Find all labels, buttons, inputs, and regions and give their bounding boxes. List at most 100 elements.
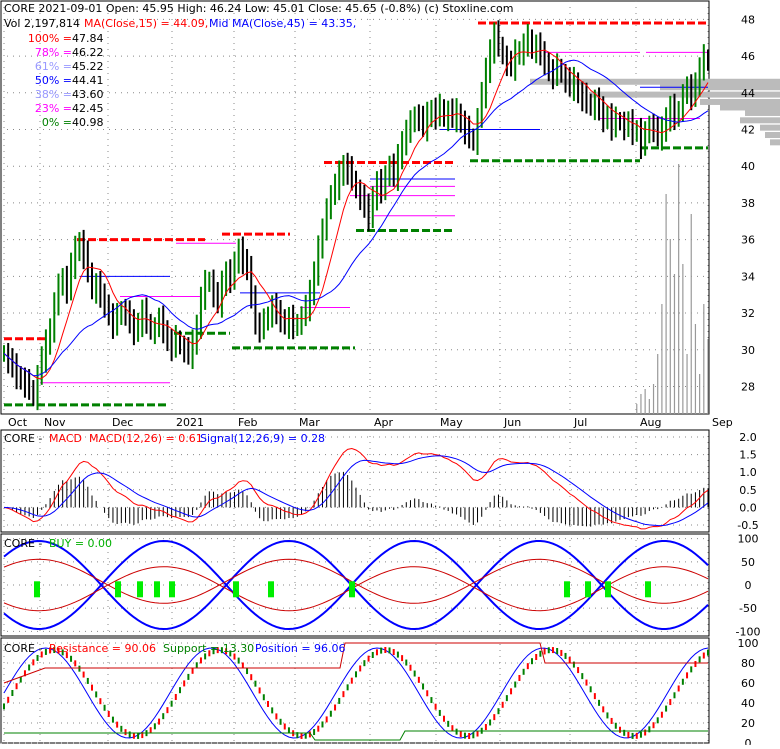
buy-title-symbol: CORE - xyxy=(4,537,42,550)
panel-tick-label: 20 xyxy=(741,717,755,730)
volume-profile-bar xyxy=(765,131,780,138)
fib-level-label: 78% = xyxy=(35,46,72,59)
resistance-title: CORE - Resistance = 90.06 Support = 13.3… xyxy=(4,642,346,655)
buy-legend: BUY = 0.00 xyxy=(49,537,112,550)
buy-signal-marker xyxy=(349,581,355,598)
volume-profile-bar xyxy=(700,98,780,105)
resistance-line xyxy=(3,642,708,684)
x-tick-label: Jun xyxy=(503,416,521,429)
fib-level-label: 50% = xyxy=(35,74,72,87)
macd-legend-macd: MACD(12,26) = 0.61 xyxy=(89,432,203,445)
x-tick-label: Feb xyxy=(238,416,257,429)
price-tick-label: 40 xyxy=(741,160,755,173)
price-tick-label: 30 xyxy=(741,344,755,357)
panel-tick-label: 1.5 xyxy=(739,449,757,462)
panel-tick-label: 100 xyxy=(738,533,759,546)
fib-level-value: 43.60 xyxy=(72,88,104,101)
x-tick-label: Aug xyxy=(640,416,661,429)
panel-tick-label: 0.0 xyxy=(739,501,757,514)
volume-profile-bar xyxy=(660,84,780,91)
price-tick-label: 48 xyxy=(741,13,755,26)
macd-line xyxy=(3,448,709,530)
x-tick-label: May xyxy=(440,416,463,429)
fib-level-label: 38% = xyxy=(35,88,72,101)
fib-level-label: 61% = xyxy=(35,60,72,73)
header-volume: Vol 2,197,814 xyxy=(4,17,80,30)
position-legend: Position = 96.06 xyxy=(255,642,346,655)
support-resistance-levels xyxy=(4,21,708,407)
panel-tick-label: 2.0 xyxy=(739,431,757,444)
x-tick-label: Jul xyxy=(573,416,587,429)
price-tick-label: 28 xyxy=(741,380,755,393)
panel-tick-label: 0.5 xyxy=(739,484,757,497)
buy-signal-marker xyxy=(34,581,40,598)
price-tick-label: 32 xyxy=(741,307,755,320)
fib-level-value: 40.98 xyxy=(72,116,104,129)
price-tick-label: 44 xyxy=(741,87,755,100)
axis-labels: Oct Nov Dec 2021 Feb Mar Apr May Jun Jul Aug Sep 28 3… xyxy=(8,13,761,749)
price-bars xyxy=(3,20,709,411)
macd-title-symbol: CORE - xyxy=(4,432,42,445)
volume-profile-bar xyxy=(770,139,780,146)
macd-panel-frame xyxy=(0,429,710,533)
buy-signal-marker xyxy=(137,581,143,598)
fib-level-label: 23% = xyxy=(35,102,72,115)
volume-profile-bar xyxy=(720,104,780,111)
indicator-lines xyxy=(3,448,709,741)
price-panel-frame xyxy=(0,0,710,415)
fib-level-value: 47.84 xyxy=(72,32,104,45)
panel-tick-label: 60 xyxy=(741,677,755,690)
price-tick-label: 34 xyxy=(741,270,755,283)
panel-tick-label: 80 xyxy=(741,657,755,670)
support-legend: Support = 13.30 xyxy=(163,642,254,655)
price-tick-label: 42 xyxy=(741,123,755,136)
x-tick-label: Mar xyxy=(299,416,320,429)
buy-signal-marker xyxy=(585,581,591,598)
position-line xyxy=(3,647,709,739)
macd-title: CORE - MACD MACD(12,26) = 0.61 Signal(12… xyxy=(4,432,325,445)
panel-tick-label: 0 xyxy=(745,579,752,592)
resistance-title-symbol: CORE - xyxy=(4,642,42,655)
panel-tick-label: 40 xyxy=(741,697,755,710)
price-tick-label: 38 xyxy=(741,197,755,210)
buy-title: CORE - BUY = 0.00 xyxy=(4,537,112,550)
panel-tick-label: 1.0 xyxy=(739,466,757,479)
buy-upper-band xyxy=(3,539,709,631)
x-tick-label: Sep xyxy=(712,416,733,429)
header-ma15: MA(Close,15) = 44.09, xyxy=(84,17,208,30)
macd-legend-signal: Signal(12,26,9) = 0.28 xyxy=(200,432,325,445)
fib-level-value: 42.45 xyxy=(72,102,104,115)
panel-tick-label: 50 xyxy=(741,556,755,569)
buy-signal-marker xyxy=(154,581,160,598)
panel-tick-label: 0 xyxy=(745,737,752,745)
resistance-legend: Resistance = 90.06 xyxy=(49,642,156,655)
fib-level-value: 46.22 xyxy=(72,46,104,59)
x-tick-label: Apr xyxy=(374,416,394,429)
x-tick-label: Oct xyxy=(8,416,28,429)
signal-line xyxy=(3,455,709,527)
volume-profile-bar xyxy=(590,91,780,98)
volume-profile-bar xyxy=(760,124,780,131)
fib-level-label: 100% = xyxy=(28,32,72,45)
price-tick-label: 36 xyxy=(741,234,755,247)
price-tick-label: 46 xyxy=(741,50,755,63)
ma45-line xyxy=(3,59,709,377)
panel-tick-label: -100 xyxy=(736,625,761,638)
buy-signal-marker xyxy=(115,581,121,598)
buy-signal-marker xyxy=(233,581,239,598)
support-line xyxy=(4,730,708,741)
buy-signal-marker xyxy=(268,581,274,598)
macd-title-label: MACD xyxy=(49,432,82,445)
header-ohlc: CORE 2021-09-01 Open: 45.95 High: 46.24 … xyxy=(4,2,513,15)
volume-profile-bar xyxy=(745,109,780,116)
x-tick-label: Dec xyxy=(112,416,133,429)
buy-signal-marker xyxy=(564,581,570,598)
ma15-line xyxy=(3,49,709,379)
header-ma45: Mid MA(Close,45) = 43.35, xyxy=(209,17,356,30)
panel-tick-label: 100 xyxy=(738,637,759,650)
x-tick-label: Nov xyxy=(44,416,66,429)
buy-signal-marker xyxy=(169,581,175,598)
fib-level-value: 44.41 xyxy=(72,74,104,87)
